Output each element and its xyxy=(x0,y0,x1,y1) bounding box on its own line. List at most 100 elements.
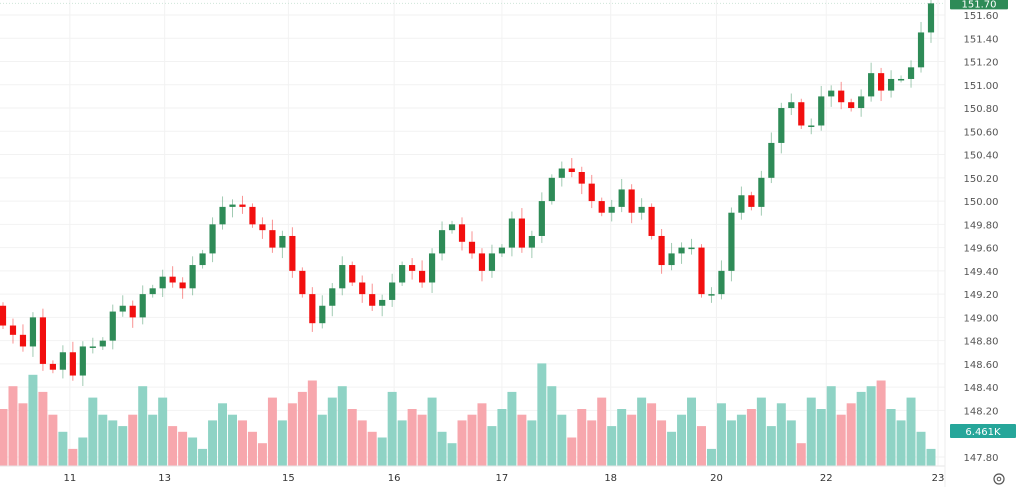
candle-body xyxy=(858,96,865,109)
volume-bar xyxy=(198,448,208,466)
volume-bar xyxy=(327,397,337,466)
volume-bar xyxy=(178,431,188,466)
candle-body xyxy=(548,177,555,202)
x-tick-label: 11 xyxy=(63,473,76,484)
price-axis[interactable]: 151.60 151.40 151.20 151.00 150.80 150.60 150.… xyxy=(964,11,999,464)
y-tick-label: 149.40 xyxy=(964,267,999,278)
volume-bar xyxy=(98,414,108,466)
candle-body xyxy=(688,247,695,250)
candle-body xyxy=(69,352,76,376)
volume-bar xyxy=(457,420,467,466)
candle-body xyxy=(868,73,875,97)
candle-body xyxy=(89,346,96,348)
candle-body xyxy=(139,294,146,318)
candle-body xyxy=(488,253,496,271)
volume-bar xyxy=(567,437,577,466)
volume-bar xyxy=(746,409,756,466)
candle-body xyxy=(39,317,47,364)
grid xyxy=(0,0,945,466)
x-tick-label: 15 xyxy=(282,473,295,484)
volume-bar xyxy=(856,391,866,466)
candle-body xyxy=(917,32,925,68)
x-tick-label: 22 xyxy=(820,473,833,484)
volume-bar xyxy=(866,386,876,466)
volume-bar xyxy=(108,420,118,466)
volume-bar xyxy=(507,391,517,466)
volume-bar xyxy=(188,437,198,466)
y-tick-label: 149.80 xyxy=(964,220,999,231)
volume-bar xyxy=(158,397,168,466)
candle-body xyxy=(838,90,845,103)
candle-body xyxy=(498,247,506,254)
settings-gear-icon[interactable] xyxy=(993,473,1005,485)
volume-bar xyxy=(397,420,407,466)
volume-bar xyxy=(886,409,896,466)
volume-bar xyxy=(367,431,377,466)
candles xyxy=(0,0,935,386)
candle-body xyxy=(259,224,266,231)
candle-body xyxy=(0,305,7,326)
volume-bar xyxy=(806,397,816,466)
volume-bar xyxy=(617,409,627,466)
volume-bar xyxy=(427,397,437,466)
volume-bar xyxy=(756,397,766,466)
volume-bar xyxy=(347,409,357,466)
candle-body xyxy=(59,352,66,370)
candle-body xyxy=(448,224,456,231)
candle-body xyxy=(648,206,655,236)
volume-bar xyxy=(906,397,916,466)
candle-body xyxy=(678,247,685,254)
candle-body xyxy=(329,288,336,306)
volume-bar xyxy=(38,391,48,466)
candle-body xyxy=(428,253,436,283)
volume-bar xyxy=(896,420,906,466)
y-tick-label: 151.60 xyxy=(964,11,999,22)
y-tick-label: 151.40 xyxy=(964,34,999,45)
volume-bar xyxy=(208,420,218,466)
candle-body xyxy=(478,253,486,271)
candle-body xyxy=(798,102,805,126)
candle-body xyxy=(299,270,306,295)
volume-bar xyxy=(148,414,158,466)
last-price-label: 151.70 xyxy=(962,0,997,10)
x-tick-label: 20 xyxy=(710,473,723,484)
volume-bar xyxy=(527,420,537,466)
volume-bar xyxy=(816,409,826,466)
candle-body xyxy=(129,305,136,318)
candle-body xyxy=(907,67,915,79)
volume-bar xyxy=(796,443,806,466)
candle-body xyxy=(309,294,316,324)
candle-body xyxy=(229,204,236,207)
volume-bar xyxy=(357,420,367,466)
candle-body xyxy=(578,172,585,184)
volume-bar xyxy=(537,363,547,466)
y-tick-label: 148.60 xyxy=(964,360,999,371)
candle-body xyxy=(179,282,186,289)
candle-body xyxy=(369,294,376,306)
volume-bar xyxy=(228,414,237,466)
volume-bar xyxy=(437,431,447,466)
volume-bar xyxy=(587,420,597,466)
y-tick-label: 149.00 xyxy=(964,313,999,324)
x-tick-label: 18 xyxy=(604,473,617,484)
candle-body xyxy=(768,142,775,178)
volume-bar xyxy=(766,426,776,466)
volume-bar xyxy=(48,414,58,466)
volume-bar xyxy=(876,380,886,466)
candle-body xyxy=(718,270,725,295)
x-tick-label: 17 xyxy=(496,473,509,484)
time-axis[interactable]: 11 13 15 16 17 18 20 22 23 xyxy=(63,473,944,484)
candle-body xyxy=(289,235,296,271)
y-tick-label: 151.00 xyxy=(964,81,999,92)
candle-body xyxy=(99,340,106,347)
candle-body xyxy=(399,265,406,283)
candle-body xyxy=(618,189,625,207)
candle-body xyxy=(319,305,326,324)
candle-body xyxy=(878,73,885,91)
volume-bar xyxy=(277,420,287,466)
volume-bar xyxy=(497,409,507,466)
last-volume-label: 6.461K xyxy=(965,427,1001,438)
candle-body xyxy=(708,294,715,296)
volume-bar xyxy=(218,403,228,466)
